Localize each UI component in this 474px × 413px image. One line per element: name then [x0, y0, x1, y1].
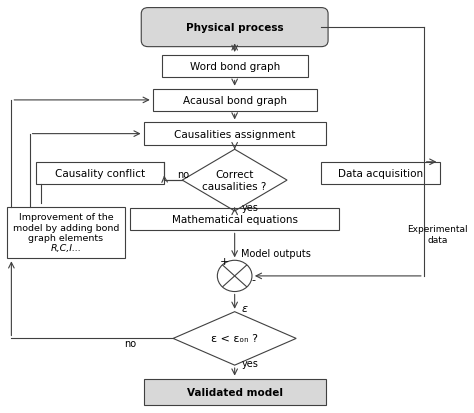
Text: +: + [220, 256, 229, 266]
FancyBboxPatch shape [36, 162, 164, 185]
Text: Acausal bond graph: Acausal bond graph [182, 96, 287, 106]
Text: Experimental
data: Experimental data [407, 225, 468, 244]
Text: Physical process: Physical process [186, 23, 283, 33]
FancyBboxPatch shape [130, 208, 339, 231]
FancyBboxPatch shape [153, 89, 317, 112]
FancyBboxPatch shape [144, 123, 326, 145]
Text: R,C,I...: R,C,I... [51, 244, 82, 252]
FancyBboxPatch shape [144, 379, 326, 405]
Text: yes: yes [242, 202, 259, 212]
FancyBboxPatch shape [321, 162, 440, 185]
Text: yes: yes [242, 358, 259, 368]
Text: Mathematical equations: Mathematical equations [172, 215, 298, 225]
Text: Word bond graph: Word bond graph [190, 62, 280, 72]
Text: Improvement of the
model by adding bond
graph elements: Improvement of the model by adding bond … [13, 213, 119, 242]
FancyBboxPatch shape [7, 207, 125, 259]
Text: ε: ε [241, 303, 247, 313]
Text: no: no [124, 338, 136, 348]
Text: -: - [252, 275, 256, 285]
FancyBboxPatch shape [141, 9, 328, 47]
Text: Correct
causalities ?: Correct causalities ? [202, 170, 267, 192]
Text: no: no [178, 169, 190, 180]
Text: Validated model: Validated model [187, 387, 283, 397]
Text: Causalities assignment: Causalities assignment [174, 129, 295, 139]
Text: Data acquisition: Data acquisition [338, 169, 423, 179]
Text: ε < εₒₙ ?: ε < εₒₙ ? [211, 334, 258, 344]
FancyBboxPatch shape [162, 56, 308, 78]
Text: Model outputs: Model outputs [241, 249, 311, 259]
Text: Causality conflict: Causality conflict [55, 169, 146, 179]
